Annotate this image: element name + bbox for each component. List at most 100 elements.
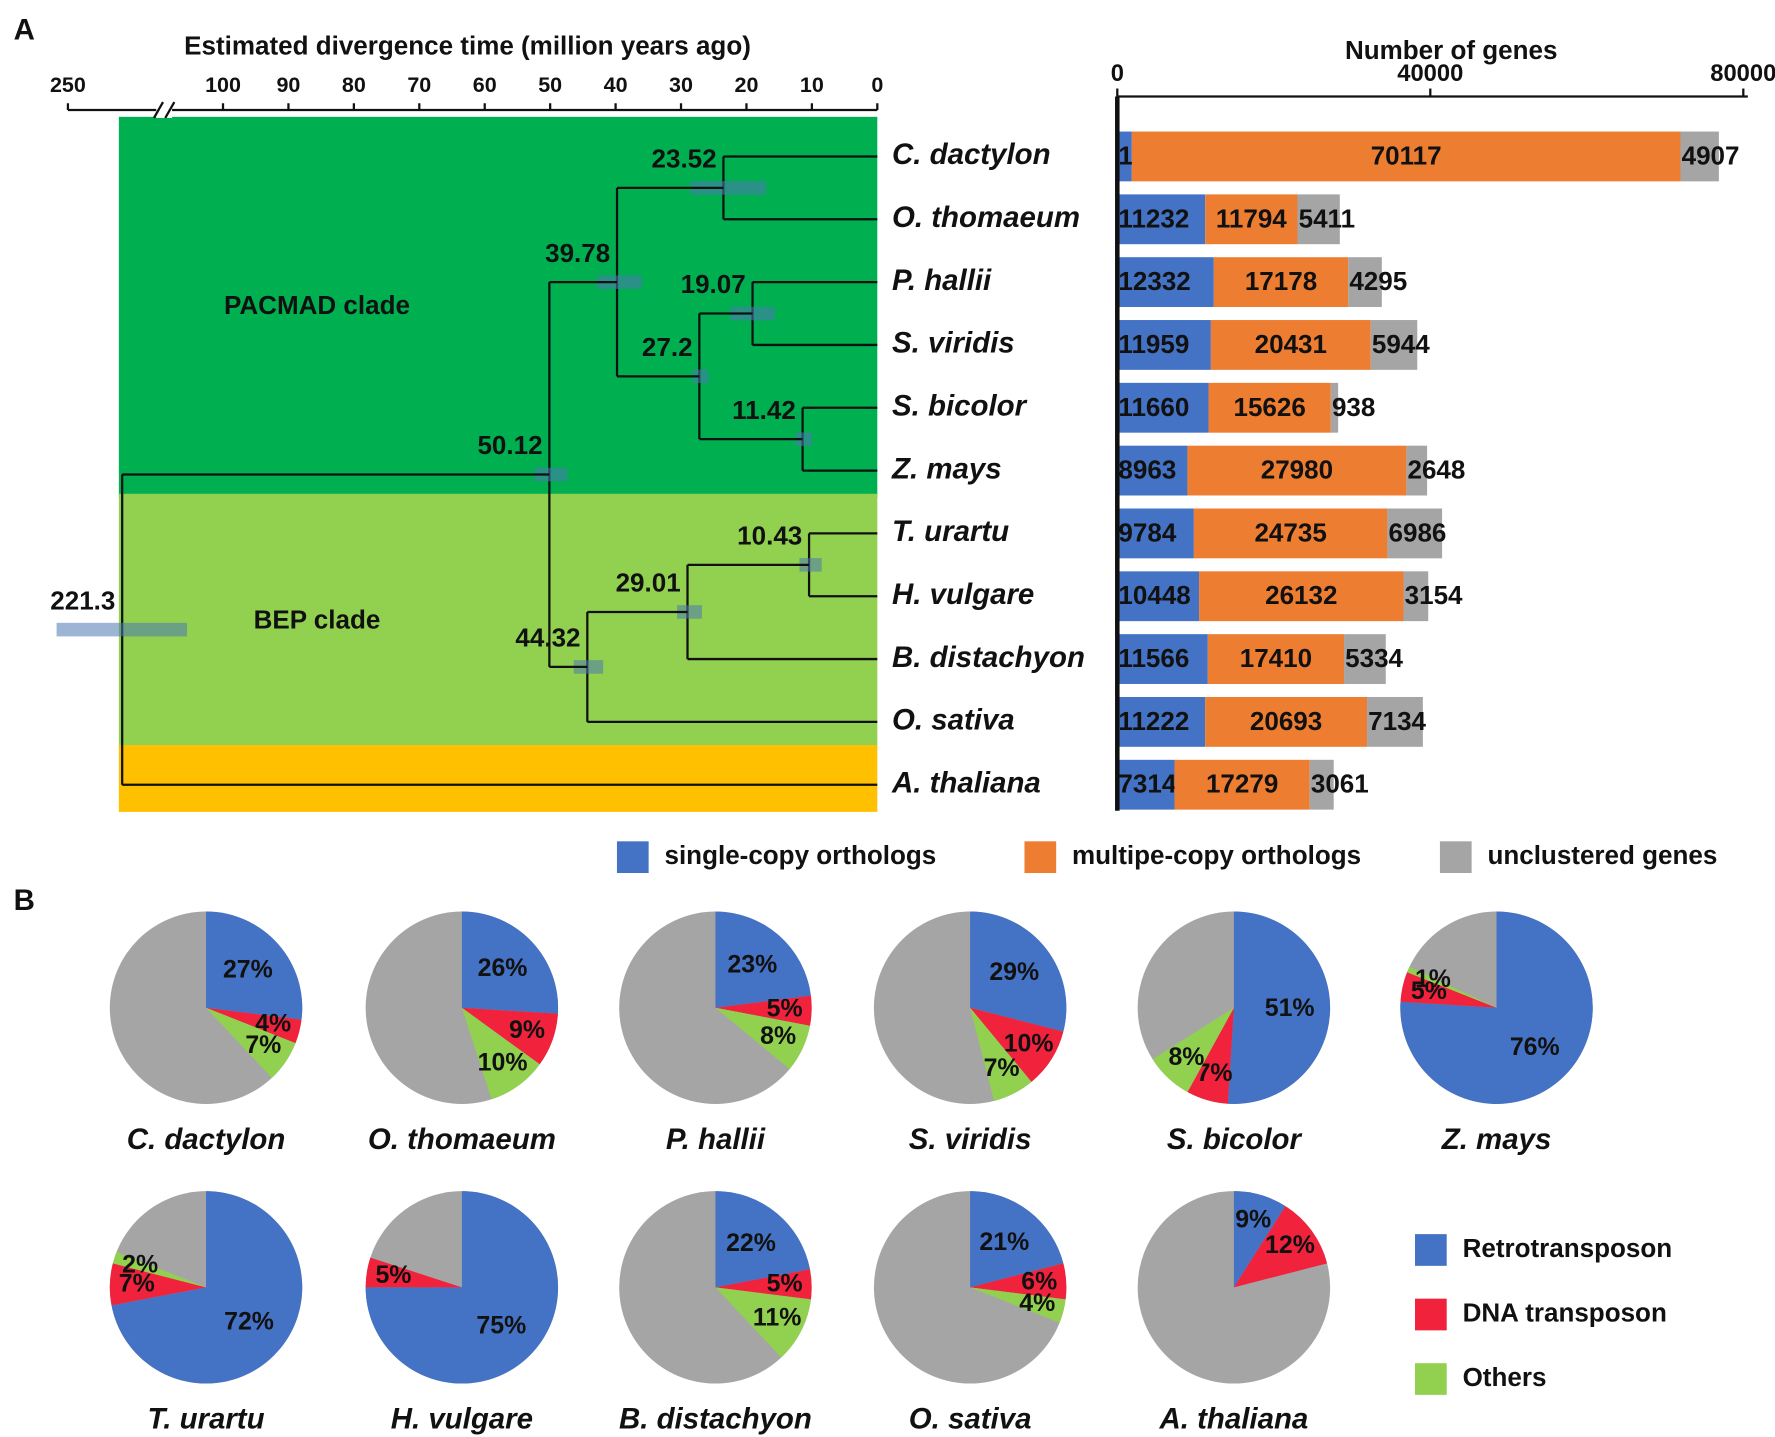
pie-slice [461,1007,558,1065]
slice-label: 5% [767,994,803,1022]
pie-slice [715,1007,810,1070]
pie-slice [970,1191,1064,1288]
bar-segment [1367,696,1423,747]
species-label: H. vulgare [892,578,1034,611]
slice-label: 11% [753,1303,801,1331]
bar-segment [1387,508,1443,559]
pie-title: H. vulgare [391,1403,533,1436]
slice-label: 4% [1019,1289,1055,1317]
node-age-label: 50.12 [477,430,542,460]
confidence-interval [677,605,702,619]
confidence-interval [534,467,568,482]
bar-axis-title: Number of genes [1345,35,1557,65]
slice-label: 27% [223,955,273,983]
pie-slice [970,1007,1032,1101]
value-label: 9784 [1118,517,1176,547]
bar-segment [1297,194,1340,245]
value-label: 5411 [1299,203,1355,233]
value-label: 7314 [1118,769,1176,799]
bar-segment [1348,257,1382,308]
pie-title: O. thomaeum [368,1123,556,1156]
pie-title: S. bicolor [1167,1123,1303,1156]
x-tick-label: 40 [604,73,628,97]
bar-segment [1117,131,1132,182]
legend-swatch [1415,1363,1447,1395]
pie-slice [715,1269,812,1300]
x-tick-label: 30 [669,73,693,97]
confidence-interval [799,558,822,572]
clade-label: PACMAD clade [224,290,410,320]
legend-label: single-copy orthologs [664,840,936,870]
x-tick-label: 90 [276,73,300,97]
bar-segment [1403,571,1429,622]
pie-slice [1407,966,1497,1008]
bar-segment [1117,634,1208,684]
legend-label: unclustered genes [1487,840,1717,870]
bar-segment [1344,634,1386,684]
value-label: 3154 [1405,580,1463,610]
species-label: T. urartu [892,515,1009,548]
clade-band [118,745,878,812]
species-label: B. distachyon [892,641,1085,674]
pie-slice [112,1251,207,1288]
value-label: 24735 [1254,517,1326,547]
slice-label: 26% [478,954,528,982]
slice-label: 9% [1235,1205,1271,1233]
bar-segment [1205,194,1298,245]
value-label: 27980 [1261,455,1333,485]
node-age-label: 27.2 [642,332,693,362]
bar-segment [1207,634,1345,684]
bar-segment [1117,257,1214,308]
legend-label: multipe-copy orthologs [1072,840,1361,870]
pie-slice [715,1191,810,1288]
value-label: 4295 [1349,266,1407,296]
pie-slice [1233,1206,1328,1288]
bar-segment [1117,696,1206,747]
pie-slice [111,1191,303,1384]
value-label: 6986 [1389,517,1447,547]
confidence-interval [795,432,812,446]
value-label: 4907 [1682,140,1740,170]
pie-title: T. urartu [147,1403,264,1436]
x-tick-label: 40000 [1397,60,1463,87]
value-label: 15626 [1234,392,1306,422]
slice-label: 1% [1415,965,1451,993]
legend-label: Others [1463,1362,1547,1392]
x-tick-label: 80000 [1710,60,1775,87]
node-age-label: 44.32 [515,623,580,653]
panel-label: B [14,884,35,917]
bar-segment [1208,382,1331,433]
bar-segment [1193,508,1388,559]
confidence-interval [692,369,709,384]
slice-label: 9% [509,1016,545,1044]
pie-slice [206,911,303,1020]
value-label: 17178 [1245,266,1317,296]
bar-segment [1330,382,1339,433]
bar-segment [1210,320,1371,370]
pie-slice [365,1257,462,1288]
x-tick-label: 50 [538,73,562,97]
slice-label: 75% [476,1311,526,1339]
clade-band [118,493,878,750]
node-age-label: 19.07 [681,269,746,299]
value-label: 11660 [1118,392,1189,422]
bar-segment [1117,320,1211,370]
x-tick-label: 0 [871,73,883,97]
pie-slice [715,995,812,1026]
node-age-label: 11.42 [732,395,796,425]
axis-break-mark [152,101,176,119]
x-tick-label: 10 [800,73,824,97]
x-tick-label: 0 [1111,60,1124,87]
slice-label: 2% [122,1251,158,1279]
species-label: S. viridis [892,327,1015,360]
confidence-interval [596,275,642,289]
x-tick-label: 80 [342,73,366,97]
species-label: S. bicolor [892,390,1028,423]
x-tick-label: 70 [407,73,431,97]
node-age-label: 39.78 [545,238,610,268]
value-label: 2648 [1408,455,1466,485]
bar-segment [1117,445,1188,496]
slice-label: 10% [1004,1029,1054,1057]
node-age-label: 23.52 [652,144,717,174]
